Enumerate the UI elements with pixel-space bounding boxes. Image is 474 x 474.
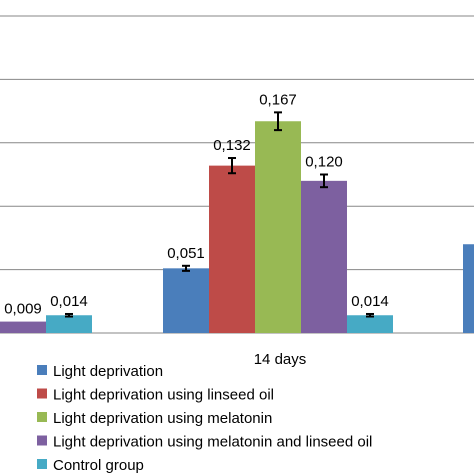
legend-label: Control group	[53, 457, 144, 474]
bar	[347, 315, 393, 333]
legend-swatch	[37, 435, 47, 446]
bar	[301, 180, 347, 333]
bar	[255, 121, 301, 333]
bar	[46, 315, 92, 333]
bar	[163, 268, 209, 333]
legend-label: Light deprivation using melatonin	[53, 410, 272, 427]
legend-item: Control group	[37, 457, 144, 474]
legend-item: Light deprivation	[37, 363, 163, 380]
legend-swatch	[37, 388, 47, 399]
legend-label: Light deprivation	[53, 363, 163, 380]
legend-swatch	[37, 459, 47, 469]
legend-label: Light deprivation using melatonin and li…	[53, 434, 372, 451]
data-label: 0,009	[4, 301, 42, 318]
legend-swatch	[37, 365, 47, 375]
bar	[209, 165, 255, 333]
legend-swatch	[37, 412, 47, 422]
legend-item: Light deprivation using melatonin	[37, 410, 272, 427]
legend-item: Light deprivation using linseed oil	[37, 387, 274, 404]
x-axis-labels: s14 days	[254, 351, 307, 368]
error-bars	[65, 111, 374, 318]
data-label: 0,014	[351, 293, 389, 310]
data-label: 0,120	[305, 154, 343, 171]
data-label: 0,167	[259, 91, 297, 108]
bar	[463, 244, 474, 333]
legend: Light deprivation Light deprivation using…	[37, 363, 372, 474]
data-label: 0,051	[167, 245, 205, 262]
legend-label: Light deprivation using linseed oil	[53, 387, 274, 404]
bars	[0, 121, 474, 333]
bar	[0, 321, 46, 333]
legend-item: Light deprivation using melatonin and li…	[37, 434, 372, 451]
x-tick-label: 14 days	[254, 351, 307, 368]
data-label: 0,132	[213, 137, 251, 154]
data-label: 0,014	[50, 293, 88, 310]
